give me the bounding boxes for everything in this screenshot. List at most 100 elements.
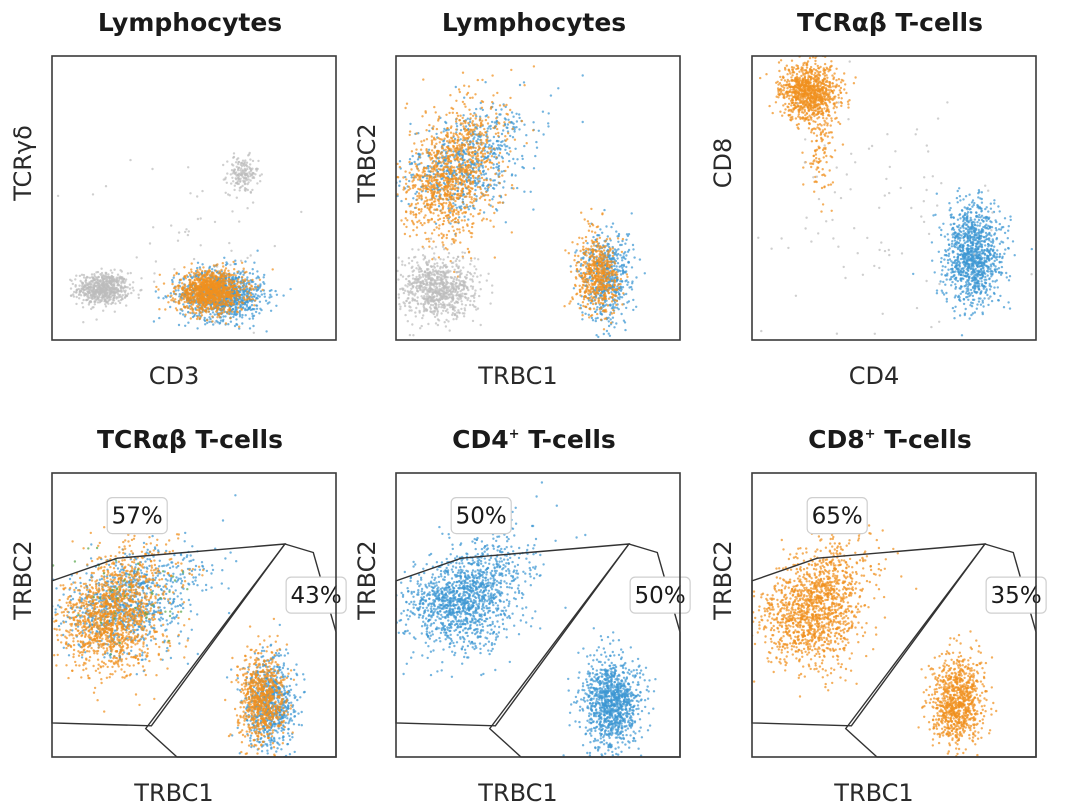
scatter-point	[445, 152, 449, 155]
scatter-point	[227, 280, 231, 284]
scatter-point	[79, 279, 82, 283]
scatter-point	[487, 154, 490, 158]
scatter-point	[478, 212, 481, 215]
scatter-point	[242, 273, 245, 276]
scatter-point	[466, 298, 469, 302]
scatter-point	[498, 104, 502, 107]
scatter-point	[87, 295, 90, 299]
scatter-point	[231, 210, 234, 213]
scatter-point	[246, 182, 249, 186]
scatter-point	[474, 150, 477, 153]
scatter-point	[496, 127, 499, 131]
scatter-point	[203, 300, 206, 303]
scatter-point	[431, 170, 435, 173]
scatter-point	[461, 198, 464, 201]
scatter-point	[237, 276, 241, 279]
scatter-point	[241, 184, 244, 188]
scatter-point	[215, 269, 218, 273]
scatter-point	[365, 254, 367, 256]
scatter-point	[402, 176, 405, 179]
scatter-point	[157, 288, 160, 291]
scatter-point	[77, 293, 81, 297]
scatter-point	[494, 125, 497, 128]
scatter-point	[227, 286, 230, 289]
cluster-grey	[396, 237, 494, 337]
scatter-point	[440, 232, 443, 235]
scatter-point	[431, 195, 434, 199]
scatter-point	[449, 306, 452, 309]
scatter-point	[214, 292, 217, 295]
scatter-point	[224, 275, 228, 278]
scatter-point	[229, 320, 233, 323]
scatter-point	[388, 188, 390, 190]
scatter-point	[433, 144, 436, 147]
scatter-point	[439, 197, 442, 200]
scatter-point	[172, 276, 175, 279]
scatter-point	[452, 205, 455, 208]
scatter-point	[420, 179, 424, 183]
scatter-point	[521, 154, 524, 158]
scatter-point	[439, 168, 443, 171]
scatter-point	[441, 301, 445, 304]
scatter-point	[227, 269, 230, 272]
scatter-point	[450, 198, 453, 201]
scatter-point	[178, 293, 181, 296]
scatter-point	[504, 193, 507, 197]
scatter-point	[193, 295, 196, 298]
scatter-point	[232, 170, 235, 173]
scatter-point	[459, 122, 463, 125]
scatter-point	[226, 160, 229, 163]
scatter-point	[259, 290, 263, 293]
scatter-point	[461, 257, 465, 260]
scatter-point	[434, 173, 438, 176]
scatter-point	[467, 85, 471, 88]
scatter-point	[123, 286, 127, 289]
scatter-point	[407, 202, 410, 206]
scatter-point	[209, 285, 213, 289]
scatter-point	[478, 169, 482, 173]
scatter-point	[463, 102, 466, 106]
scatter-point	[199, 244, 202, 247]
scatter-point	[468, 303, 472, 307]
scatter-point	[494, 108, 498, 112]
scatter-point	[245, 285, 248, 288]
scatter-point	[484, 165, 487, 168]
scatter-point	[422, 139, 426, 142]
scatter-point	[481, 154, 484, 158]
scatter-point	[103, 294, 107, 298]
scatter-point	[158, 308, 161, 311]
scatter-point	[408, 130, 412, 133]
scatter-point	[469, 231, 472, 235]
scatter-point	[461, 187, 464, 191]
scatter-point	[449, 180, 452, 183]
scatter-point	[249, 174, 252, 178]
scatter-point	[216, 263, 219, 266]
scatter-point	[478, 281, 481, 284]
scatter-point	[557, 87, 560, 90]
scatter-point	[184, 230, 187, 234]
scatter-point	[224, 267, 228, 270]
scatter-point	[454, 149, 457, 152]
scatter-point	[186, 292, 189, 295]
scatter-point	[461, 170, 464, 173]
scatter-point	[523, 190, 526, 193]
scatter-point	[504, 169, 507, 173]
scatter-point	[236, 282, 239, 286]
scatter-point	[481, 108, 484, 112]
scatter-point	[101, 284, 104, 288]
scatter-point	[445, 134, 448, 137]
scatter-point	[198, 266, 202, 269]
scatter-point	[453, 158, 456, 161]
scatter-point	[193, 298, 196, 301]
scatter-point	[479, 130, 482, 134]
scatter-point	[225, 272, 228, 275]
scatter-point	[192, 311, 195, 314]
scatter-point	[98, 286, 102, 289]
scatter-point	[408, 235, 412, 238]
scatter-point	[467, 175, 471, 179]
scatter-point	[216, 298, 220, 301]
scatter-point	[529, 190, 532, 193]
scatter-point	[198, 290, 202, 293]
scatter-point	[245, 270, 248, 274]
scatter-point	[104, 185, 108, 188]
